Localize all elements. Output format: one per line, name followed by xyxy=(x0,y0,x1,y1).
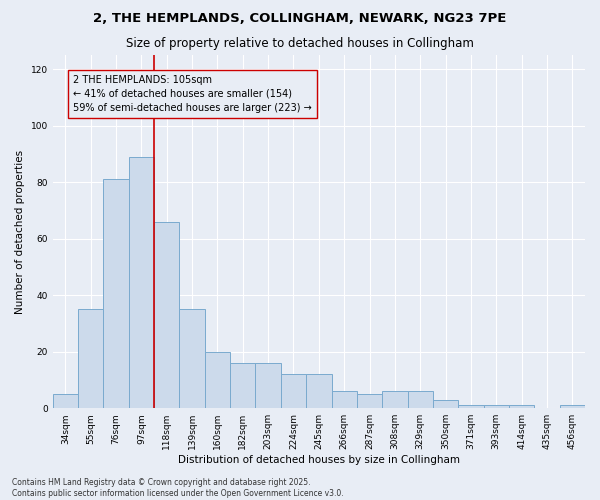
Text: 2, THE HEMPLANDS, COLLINGHAM, NEWARK, NG23 7PE: 2, THE HEMPLANDS, COLLINGHAM, NEWARK, NG… xyxy=(94,12,506,25)
Y-axis label: Number of detached properties: Number of detached properties xyxy=(15,150,25,314)
Bar xyxy=(509,406,535,408)
Bar xyxy=(306,374,332,408)
Bar xyxy=(154,222,179,408)
Bar xyxy=(433,400,458,408)
Bar xyxy=(129,157,154,408)
Bar xyxy=(256,363,281,408)
Bar xyxy=(407,392,433,408)
Bar xyxy=(103,180,129,408)
Text: Contains HM Land Registry data © Crown copyright and database right 2025.
Contai: Contains HM Land Registry data © Crown c… xyxy=(12,478,344,498)
Text: Size of property relative to detached houses in Collingham: Size of property relative to detached ho… xyxy=(126,37,474,50)
Bar xyxy=(205,352,230,408)
Bar xyxy=(484,406,509,408)
Bar xyxy=(53,394,78,408)
Bar xyxy=(179,310,205,408)
Text: 2 THE HEMPLANDS: 105sqm
← 41% of detached houses are smaller (154)
59% of semi-d: 2 THE HEMPLANDS: 105sqm ← 41% of detache… xyxy=(73,75,311,113)
Bar xyxy=(382,392,407,408)
Bar xyxy=(458,406,484,408)
Bar xyxy=(78,310,103,408)
Bar xyxy=(332,392,357,408)
X-axis label: Distribution of detached houses by size in Collingham: Distribution of detached houses by size … xyxy=(178,455,460,465)
Bar xyxy=(230,363,256,408)
Bar xyxy=(281,374,306,408)
Bar xyxy=(357,394,382,408)
Bar xyxy=(560,406,585,408)
